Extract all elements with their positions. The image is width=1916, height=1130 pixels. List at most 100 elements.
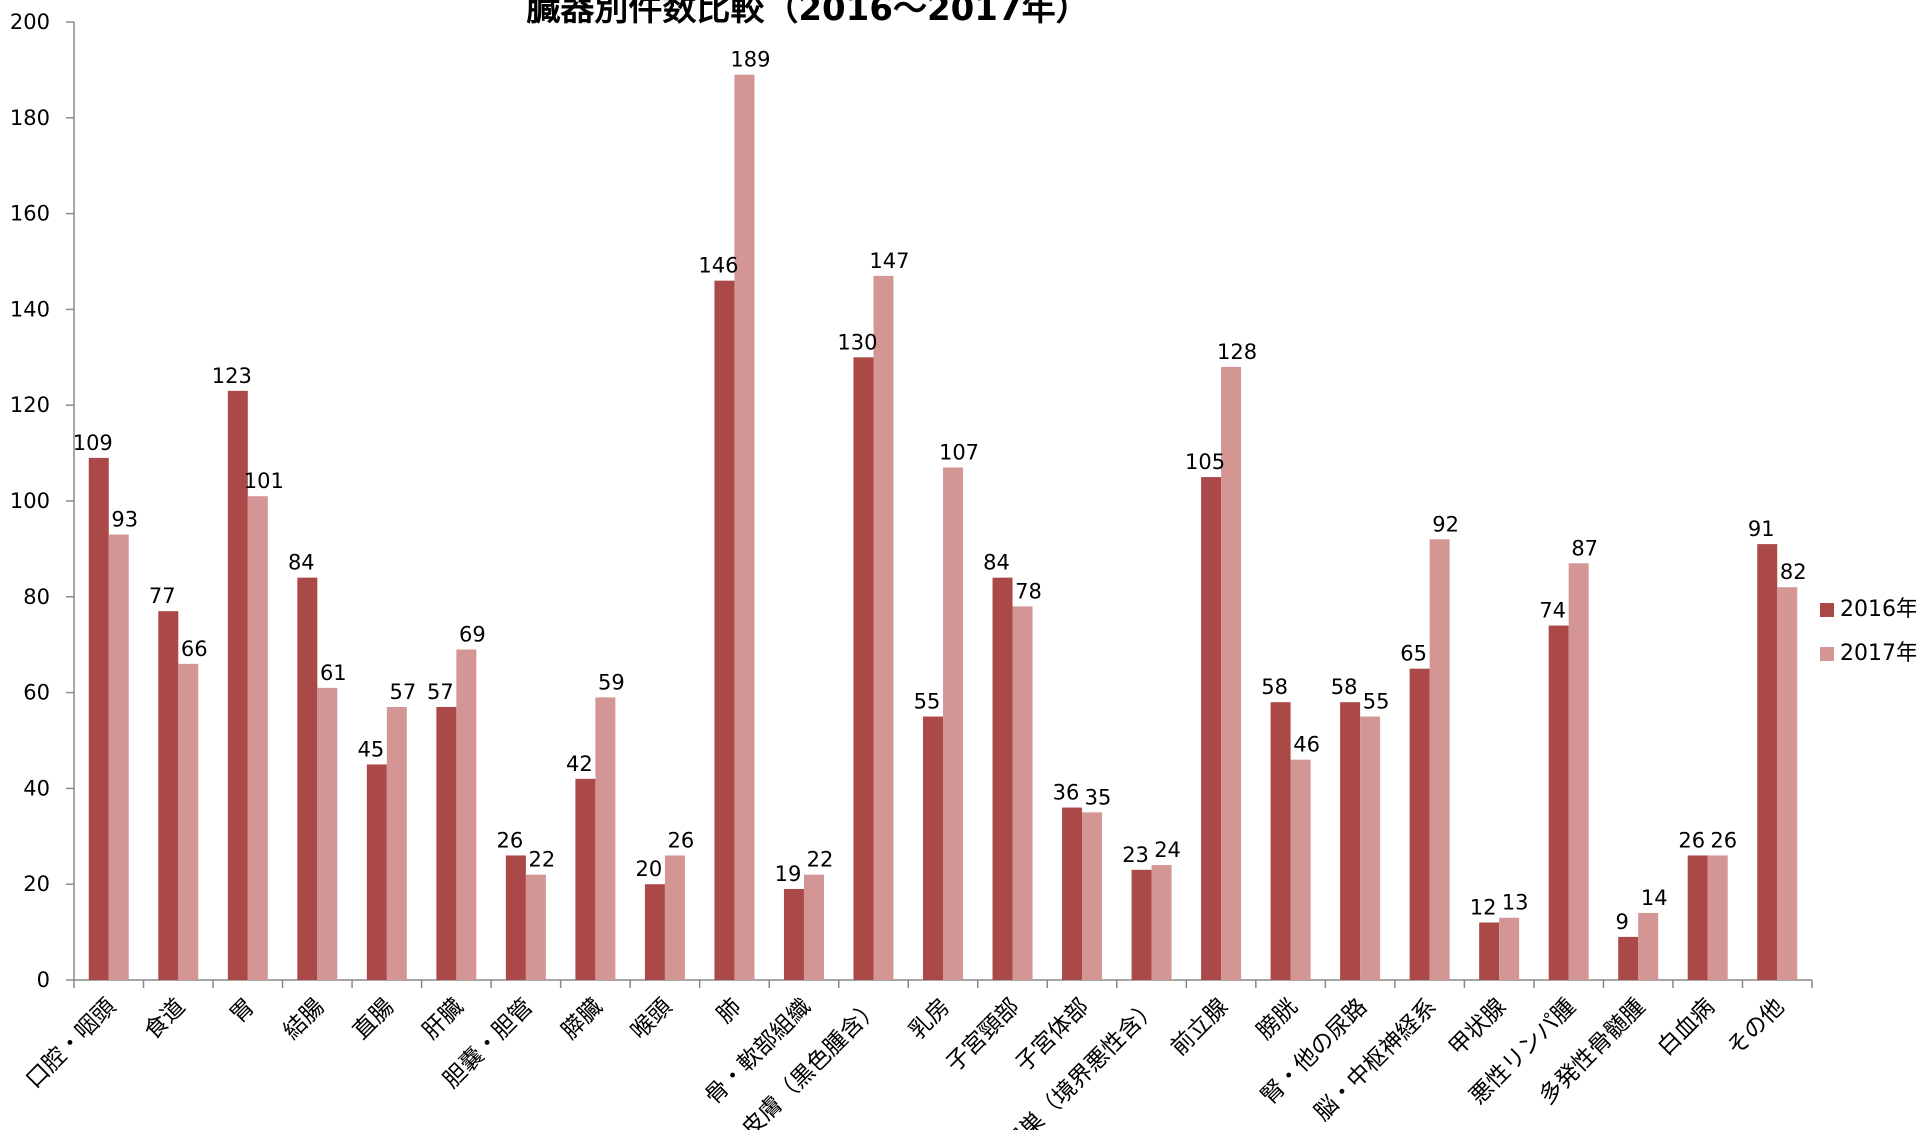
data-label: 13 <box>1502 891 1529 915</box>
data-label: 91 <box>1748 517 1775 541</box>
category-label: 脳・中枢神経系 <box>1310 994 1442 1126</box>
bar-2017 <box>1012 606 1033 980</box>
bar-2016 <box>1409 668 1430 980</box>
bar-2017 <box>456 649 477 980</box>
legend-label: 2016年 <box>1840 597 1916 622</box>
category-label: その他 <box>1722 994 1789 1061</box>
y-tick-label: 60 <box>23 681 50 705</box>
y-tick-label: 200 <box>10 10 50 34</box>
bar-2017 <box>1777 587 1798 980</box>
data-label: 123 <box>212 364 252 388</box>
data-label: 82 <box>1780 560 1807 584</box>
bar-2017 <box>943 467 963 981</box>
bar-2016 <box>1131 869 1152 980</box>
category-label: 食道 <box>140 994 191 1045</box>
data-label: 105 <box>1185 450 1225 474</box>
category-label: 子宮頸部 <box>941 994 1024 1077</box>
category-label: 直腸 <box>348 994 399 1045</box>
bar-2017 <box>1638 912 1659 980</box>
bar-2017 <box>1429 539 1450 980</box>
legend-label: 2017年 <box>1840 641 1916 666</box>
bar-2017 <box>1082 812 1103 980</box>
y-tick-label: 160 <box>10 202 50 226</box>
data-label: 35 <box>1085 785 1112 809</box>
axes: 0 20 40 60 80 100 120 140 160 180 200 <box>10 10 1813 992</box>
category-label: 口腔・咽頭 <box>21 994 121 1094</box>
data-label: 57 <box>389 680 416 704</box>
bar-2017 <box>178 663 199 980</box>
bar-2016 <box>1340 702 1361 980</box>
data-label: 189 <box>730 48 770 72</box>
bar-2017 <box>1360 716 1381 980</box>
data-label: 93 <box>111 508 138 532</box>
data-label: 101 <box>244 469 284 493</box>
bar-2016 <box>923 716 943 980</box>
chart-title: 臓器別件数比較（2016～2017年） <box>526 0 1089 29</box>
category-label: 前立腺 <box>1166 994 1233 1061</box>
data-label: 26 <box>1678 828 1705 852</box>
data-label: 128 <box>1217 340 1257 364</box>
category-label: 乳房 <box>904 994 955 1045</box>
bar-2017 <box>803 874 824 980</box>
bar-2016 <box>783 888 804 980</box>
data-label: 69 <box>459 622 486 646</box>
data-label: 46 <box>1293 733 1320 757</box>
bar-2016 <box>853 357 874 980</box>
data-label: 61 <box>320 661 347 685</box>
bars <box>88 74 1798 981</box>
bar-2017 <box>386 706 407 980</box>
data-label: 78 <box>1015 579 1042 603</box>
bar-2017 <box>108 534 129 980</box>
category-label: 白血病 <box>1653 994 1720 1061</box>
bar-2017 <box>1290 759 1311 980</box>
data-label: 58 <box>1261 675 1288 699</box>
bar-2017 <box>1221 366 1242 980</box>
bar-2016 <box>366 764 387 980</box>
bar-2017 <box>734 74 755 980</box>
bar-2016 <box>1479 922 1500 980</box>
data-label: 74 <box>1539 599 1566 623</box>
category-label: 肺 <box>712 994 747 1029</box>
category-label: 甲状腺 <box>1444 994 1511 1061</box>
data-label: 146 <box>698 254 738 278</box>
bar-2016 <box>158 611 179 980</box>
data-label: 26 <box>1710 828 1737 852</box>
category-label: 膀胱 <box>1252 994 1303 1045</box>
data-label: 23 <box>1122 843 1149 867</box>
bar-2016 <box>227 390 248 981</box>
category-label: 肝臓 <box>418 994 469 1045</box>
data-label: 12 <box>1470 896 1497 920</box>
y-tick-label: 80 <box>23 585 50 609</box>
data-label: 77 <box>149 584 176 608</box>
data-label: 107 <box>939 440 979 464</box>
data-label: 59 <box>598 670 625 694</box>
bar-2017 <box>317 687 338 980</box>
bar-2016 <box>1548 625 1569 980</box>
y-tick-label: 40 <box>23 776 50 800</box>
data-label: 55 <box>1363 690 1390 714</box>
bar-2017 <box>1707 855 1728 980</box>
data-label: 19 <box>775 862 802 886</box>
data-label: 26 <box>497 828 524 852</box>
legend: 2016年 2017年 <box>1820 597 1916 666</box>
bar-2016 <box>1687 855 1708 980</box>
bar-2017 <box>664 855 685 980</box>
bar-2016 <box>575 778 596 980</box>
bar-2017 <box>1568 563 1589 980</box>
category-label: 膵臓 <box>557 994 608 1045</box>
bar-2016 <box>644 884 665 980</box>
data-label: 57 <box>427 680 454 704</box>
category-labels: 口腔・咽頭 食道胃結腸 直腸 肝臓胆嚢・胆管 膵臓 喉頭 肺骨・軟部組織皮膚（黒色腫含） 乳房… <box>21 994 1789 1130</box>
bar-2016 <box>714 280 735 980</box>
bar-2017 <box>247 496 268 980</box>
data-label: 45 <box>357 737 384 761</box>
y-tick-label: 100 <box>10 489 50 513</box>
bar-2016 <box>297 577 318 980</box>
data-label: 9 <box>1616 910 1629 934</box>
data-label: 65 <box>1400 642 1427 666</box>
bar-2016 <box>1757 544 1778 980</box>
data-label: 22 <box>529 848 556 872</box>
legend-swatch <box>1820 603 1834 617</box>
data-label: 87 <box>1571 536 1598 560</box>
